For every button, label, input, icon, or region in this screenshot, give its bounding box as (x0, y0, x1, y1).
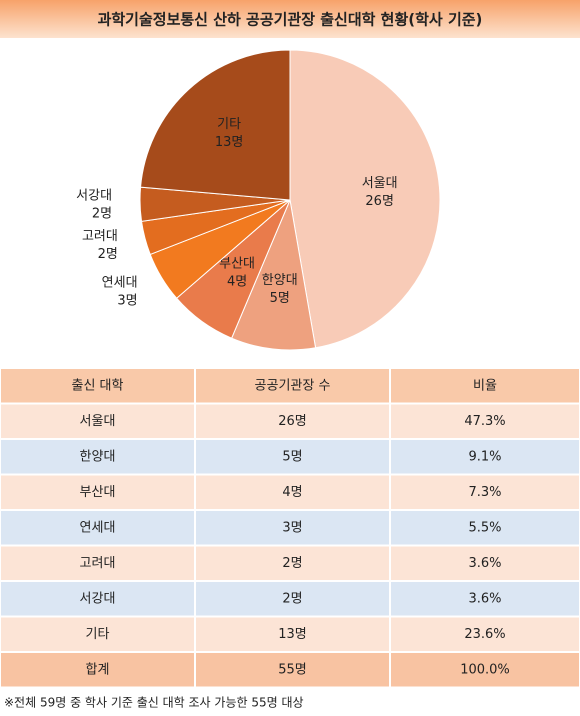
table-total-cell: 합계 (86, 662, 110, 677)
table-row-cell: 13명 (278, 627, 307, 642)
slice-value: 2명 (92, 207, 112, 222)
pie-slice (140, 49, 291, 201)
table-row-cell: 기타 (86, 627, 110, 642)
table-row-cell: 4명 (282, 485, 302, 500)
slice-label: 서강대 (76, 189, 112, 204)
slice-value: 5명 (270, 291, 290, 306)
title-bar (0, 0, 580, 38)
slice-value: 2명 (98, 247, 118, 262)
slice-label: 연세대 (102, 275, 138, 290)
table-row-cell: 고려대 (80, 556, 116, 571)
table-row-cell: 2명 (282, 591, 302, 606)
footnote: ※전체 59명 중 학사 기준 출신 대학 조사 가능한 55명 대상 (4, 696, 304, 710)
table-row-cell: 3명 (282, 520, 302, 535)
slice-label: 부산대 (219, 256, 255, 271)
table-row-cell: 서울대 (80, 414, 116, 429)
table-row-cell: 부산대 (80, 485, 116, 500)
table-row-cell: 26명 (278, 414, 307, 429)
table-header-bg (0, 367, 580, 405)
table-row-cell: 23.6% (464, 627, 505, 642)
table-row-bg (0, 615, 580, 653)
chart-title: 과학기술정보통신 산하 공공기관장 출신대학 현황(학사 기준) (98, 11, 483, 29)
table-row-cell: 5.5% (468, 520, 501, 535)
table-row-cell: 5명 (282, 449, 302, 464)
table-row-cell: 한양대 (80, 449, 116, 464)
table-header-cell: 비율 (473, 378, 497, 393)
slice-value: 3명 (117, 293, 137, 308)
table-row-cell: 3.6% (468, 556, 501, 571)
slice-value: 26명 (365, 194, 394, 209)
table-row-bg (0, 438, 580, 476)
table-row-cell: 7.3% (468, 485, 501, 500)
table-header-cell: 공공기관장 수 (255, 378, 331, 393)
table-total-bg (0, 651, 580, 689)
slice-label: 고려대 (82, 229, 118, 244)
table-total-cell: 100.0% (460, 662, 510, 677)
slice-label: 한양대 (262, 273, 298, 288)
table-row-cell: 3.6% (468, 591, 501, 606)
table-row-cell: 서강대 (80, 591, 116, 606)
table-total-cell: 55명 (278, 662, 307, 677)
slice-label: 기타 (217, 117, 241, 132)
pie-slice (289, 49, 441, 349)
table-row-cell: 47.3% (464, 414, 505, 429)
table-row-cell: 2명 (282, 556, 302, 571)
slice-label: 서울대 (362, 176, 398, 191)
pie-slice (230, 198, 317, 351)
table-row-cell: 9.1% (468, 449, 501, 464)
table-header-cell: 출신 대학 (72, 378, 124, 393)
slice-value: 13명 (215, 135, 244, 150)
slice-value: 4명 (227, 274, 247, 289)
table-row-cell: 연세대 (80, 520, 116, 535)
